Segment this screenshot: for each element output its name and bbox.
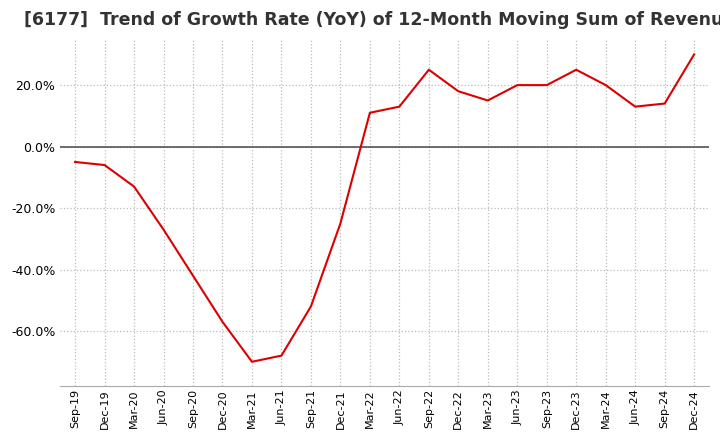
Title: [6177]  Trend of Growth Rate (YoY) of 12-Month Moving Sum of Revenues: [6177] Trend of Growth Rate (YoY) of 12-… [24,11,720,29]
